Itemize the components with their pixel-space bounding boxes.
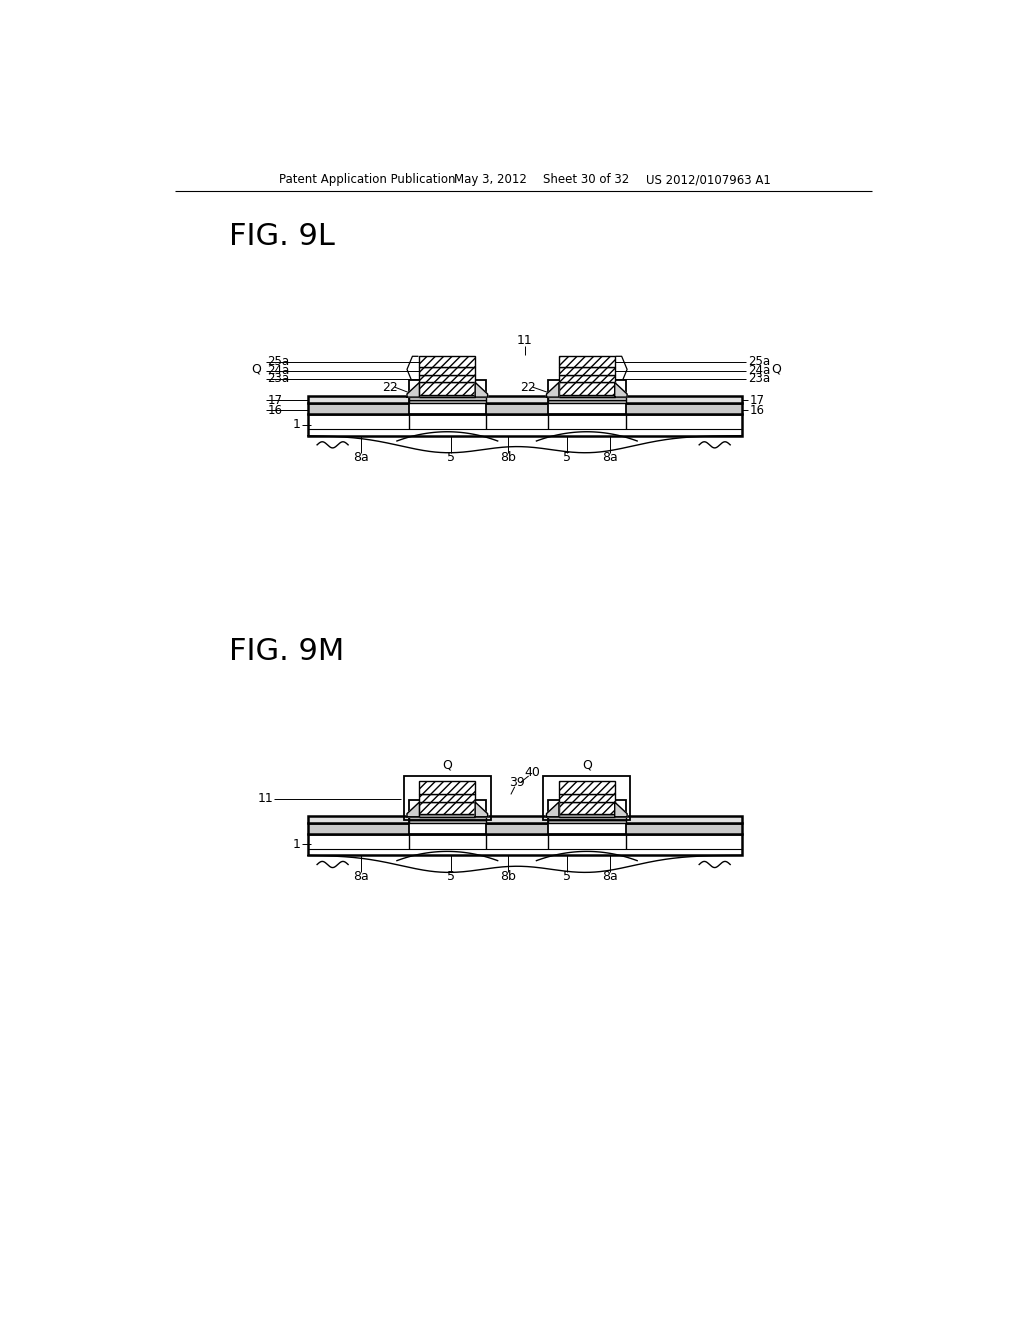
- Bar: [409, 800, 486, 834]
- Text: 11: 11: [257, 792, 273, 805]
- Text: Q: Q: [582, 759, 592, 772]
- Bar: [308, 822, 741, 834]
- Bar: [548, 397, 626, 400]
- Polygon shape: [475, 803, 487, 817]
- Text: 8b: 8b: [500, 870, 516, 883]
- Bar: [409, 397, 486, 400]
- Bar: [548, 800, 626, 834]
- Text: 8b: 8b: [500, 450, 516, 463]
- Bar: [420, 795, 475, 803]
- Text: 5: 5: [447, 870, 456, 883]
- Bar: [559, 780, 614, 795]
- Text: 23a: 23a: [267, 372, 290, 385]
- Text: 5: 5: [563, 450, 571, 463]
- Bar: [548, 400, 626, 404]
- Text: 8a: 8a: [352, 870, 369, 883]
- Bar: [559, 814, 614, 817]
- Text: FIG. 9L: FIG. 9L: [228, 223, 335, 251]
- Text: 16: 16: [267, 404, 283, 417]
- Bar: [403, 776, 490, 820]
- Text: 8a: 8a: [602, 870, 617, 883]
- Bar: [409, 817, 486, 820]
- Bar: [548, 820, 626, 822]
- Text: 25a: 25a: [748, 355, 770, 368]
- Bar: [308, 816, 741, 822]
- Bar: [559, 375, 614, 383]
- Text: 17: 17: [750, 393, 765, 407]
- Bar: [308, 414, 741, 436]
- Text: 22: 22: [520, 380, 536, 393]
- Bar: [559, 795, 614, 803]
- Bar: [308, 834, 741, 855]
- Text: 5: 5: [447, 450, 456, 463]
- Bar: [420, 814, 475, 817]
- Text: 23a: 23a: [748, 372, 770, 385]
- Text: 40: 40: [524, 767, 541, 779]
- Text: 11: 11: [517, 334, 532, 347]
- Text: 5: 5: [563, 870, 571, 883]
- Text: 1: 1: [293, 418, 301, 432]
- Bar: [559, 367, 614, 375]
- Bar: [420, 803, 475, 814]
- Bar: [409, 380, 486, 414]
- Text: 22: 22: [382, 380, 398, 393]
- Text: 24a: 24a: [748, 364, 770, 378]
- Text: 8a: 8a: [602, 450, 617, 463]
- Text: FIG. 9M: FIG. 9M: [228, 636, 344, 665]
- Text: 39: 39: [509, 776, 525, 789]
- Bar: [308, 396, 741, 404]
- Text: May 3, 2012: May 3, 2012: [454, 173, 526, 186]
- Polygon shape: [407, 803, 420, 817]
- Text: Patent Application Publication: Patent Application Publication: [280, 173, 456, 186]
- Bar: [559, 356, 614, 367]
- Text: 8a: 8a: [352, 450, 369, 463]
- Bar: [420, 395, 475, 397]
- Bar: [420, 383, 475, 395]
- Polygon shape: [614, 383, 627, 397]
- Text: 24a: 24a: [267, 364, 290, 378]
- Bar: [559, 395, 614, 397]
- Text: 17: 17: [267, 393, 283, 407]
- Text: Q: Q: [252, 363, 261, 376]
- Text: 25a: 25a: [267, 355, 290, 368]
- Polygon shape: [547, 803, 559, 817]
- Bar: [420, 375, 475, 383]
- Polygon shape: [614, 803, 627, 817]
- Text: 1: 1: [293, 838, 301, 851]
- Bar: [409, 820, 486, 822]
- Bar: [548, 380, 626, 414]
- Text: Sheet 30 of 32: Sheet 30 of 32: [543, 173, 629, 186]
- Bar: [559, 803, 614, 814]
- Text: US 2012/0107963 A1: US 2012/0107963 A1: [646, 173, 771, 186]
- Bar: [559, 383, 614, 395]
- Bar: [548, 817, 626, 820]
- Bar: [420, 780, 475, 795]
- Polygon shape: [407, 383, 420, 397]
- Bar: [544, 776, 630, 820]
- Bar: [308, 404, 741, 414]
- Bar: [409, 400, 486, 404]
- Text: 16: 16: [750, 404, 765, 417]
- Bar: [420, 356, 475, 367]
- Polygon shape: [547, 383, 559, 397]
- Polygon shape: [475, 383, 487, 397]
- Bar: [420, 367, 475, 375]
- Text: Q: Q: [771, 363, 781, 376]
- Text: Q: Q: [442, 759, 453, 772]
